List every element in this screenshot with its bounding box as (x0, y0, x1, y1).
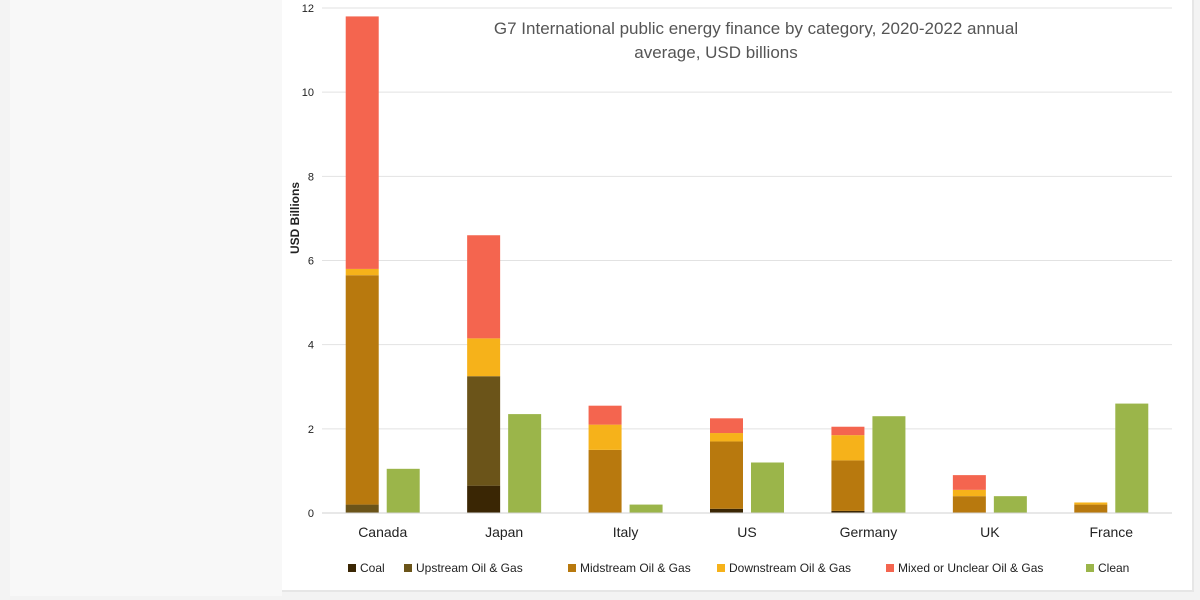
bar-japan-clean (508, 414, 542, 513)
bar-germany-clean (872, 416, 906, 513)
legend-label: Upstream Oil & Gas (416, 561, 523, 575)
bar-japan-mixed-or-unclear-oil-gas (467, 235, 501, 339)
y-tick-label: 10 (302, 87, 314, 99)
legend-swatch (568, 564, 576, 572)
chart-card: 0 2 4 6 8 10 12 Canada Japan Italy US Germany UK Fran… (282, 0, 1194, 592)
x-tick-label: US (737, 524, 756, 540)
legend-swatch (1086, 564, 1094, 572)
bar-us-downstream-oil-gas (710, 433, 743, 442)
x-tick-label: Japan (485, 524, 523, 540)
chart-svg: 0 2 4 6 8 10 12 Canada Japan Italy US Germany UK Fran… (288, 3, 1172, 575)
bar-germany-downstream-oil-gas (831, 435, 865, 461)
legend: Coal Upstream Oil & Gas Midstream Oil & Ga… (348, 561, 1129, 575)
bar-france-downstream-oil-gas (1074, 502, 1108, 505)
bar-italy-clean (629, 504, 663, 513)
bar-germany-mixed-or-unclear-oil-gas (831, 426, 865, 436)
bar-us-clean (751, 462, 784, 513)
x-tick-label: Canada (358, 524, 407, 540)
legend-label: Downstream Oil & Gas (729, 561, 851, 575)
legend-label: Clean (1098, 561, 1129, 575)
bars-layer (345, 16, 1149, 513)
bar-germany-coal (831, 510, 865, 513)
bar-germany-midstream-oil-gas (831, 460, 865, 511)
bar-uk-downstream-oil-gas (952, 489, 986, 497)
y-tick-label: 0 (308, 508, 314, 520)
bar-italy-mixed-or-unclear-oil-gas (588, 405, 622, 425)
bar-canada-upstream-oil-gas (345, 504, 379, 513)
bar-uk-clean (993, 496, 1027, 513)
bar-canada-clean (386, 468, 420, 513)
bar-japan-coal (467, 485, 501, 513)
x-tick-label: France (1089, 524, 1133, 540)
bar-uk-midstream-oil-gas (952, 496, 986, 513)
bar-us-midstream-oil-gas (710, 441, 743, 509)
y-tick-label: 4 (308, 340, 314, 352)
grid-layer (322, 7, 1172, 430)
legend-label: Midstream Oil & Gas (580, 561, 691, 575)
left-panel (10, 0, 282, 596)
bar-japan-upstream-oil-gas (467, 376, 501, 486)
legend-swatch (348, 564, 356, 572)
bar-canada-downstream-oil-gas (345, 268, 379, 276)
legend-label: Coal (360, 561, 385, 575)
y-axis-label: USD Billions (288, 182, 302, 254)
legend-swatch (717, 564, 725, 572)
bar-canada-mixed-or-unclear-oil-gas (345, 16, 379, 269)
legend-swatch (886, 564, 894, 572)
bar-italy-downstream-oil-gas (588, 424, 622, 450)
x-tick-label: Italy (613, 524, 639, 540)
x-tick-label: UK (980, 524, 1000, 540)
chart-title-line-1: G7 International public energy finance b… (494, 19, 1018, 38)
bar-canada-midstream-oil-gas (345, 275, 379, 505)
y-tick-label: 8 (308, 171, 314, 183)
axis-layer: 0 2 4 6 8 10 12 Canada Japan Italy US Germany UK Fran… (302, 3, 1172, 540)
bar-france-clean (1115, 403, 1149, 513)
y-tick-label: 2 (308, 424, 314, 436)
chart-title-line-2: average, USD billions (634, 43, 797, 62)
x-tick-label: Germany (840, 524, 898, 540)
bar-japan-downstream-oil-gas (467, 338, 501, 377)
bar-uk-mixed-or-unclear-oil-gas (952, 475, 986, 490)
bar-us-mixed-or-unclear-oil-gas (710, 418, 743, 434)
legend-label: Mixed or Unclear Oil & Gas (898, 561, 1043, 575)
y-tick-label: 12 (302, 3, 314, 15)
legend-swatch (404, 564, 412, 572)
bar-italy-midstream-oil-gas (588, 449, 622, 513)
y-tick-label: 6 (308, 256, 314, 268)
bar-us-coal (710, 508, 743, 513)
bar-france-midstream-oil-gas (1074, 504, 1108, 513)
